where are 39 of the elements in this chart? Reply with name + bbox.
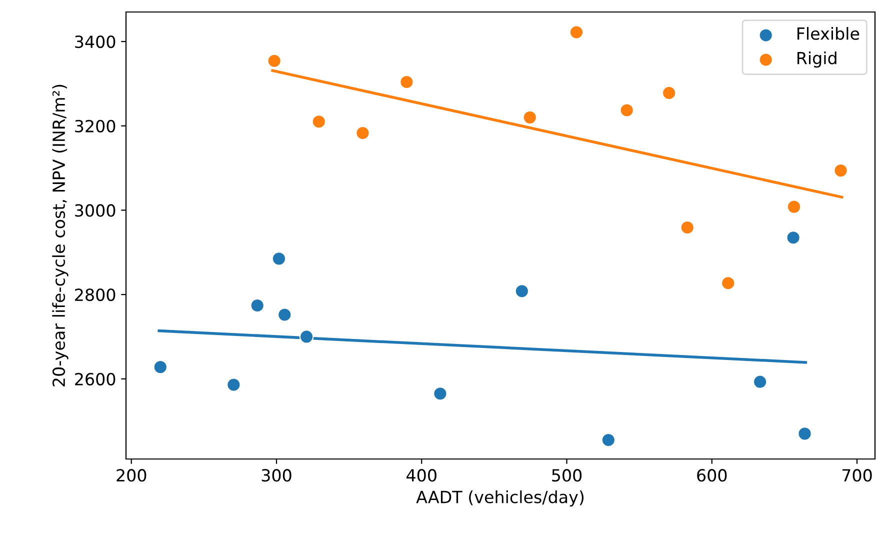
point — [277, 308, 292, 322]
point — [250, 298, 264, 313]
point — [522, 110, 538, 125]
point — [569, 25, 584, 40]
point — [601, 432, 616, 448]
point — [798, 426, 812, 441]
x-tick-label: 700 — [842, 469, 872, 482]
point — [662, 86, 676, 100]
legend-label: Rigid — [797, 51, 836, 68]
point — [356, 126, 370, 140]
y-tick-label: 3400 — [75, 35, 116, 48]
point — [786, 200, 802, 214]
x-tick-label: 300 — [262, 469, 292, 482]
point — [299, 330, 314, 344]
point — [267, 54, 282, 68]
point — [514, 284, 530, 298]
point — [834, 163, 848, 178]
point — [786, 230, 800, 245]
point — [226, 378, 241, 392]
point — [680, 220, 694, 235]
point — [752, 374, 768, 389]
y-tick-label: 3000 — [75, 204, 116, 217]
x-tick-label: 600 — [697, 469, 727, 482]
y-tick-label: 2800 — [75, 288, 116, 302]
x-axis-title: AADT (vehicles/day) — [416, 490, 584, 507]
point — [720, 276, 736, 290]
point — [620, 103, 634, 118]
x-tick-label: 200 — [116, 469, 146, 482]
x-tick-label: 400 — [406, 469, 436, 482]
point — [400, 74, 414, 90]
y-tick-label: 3200 — [75, 120, 116, 132]
y-tick-label: 2600 — [75, 372, 116, 386]
x-tick-label: 500 — [552, 469, 582, 482]
point — [312, 114, 326, 129]
y-axis-title: 20-year life-cycle cost, NPV (INR/m²) — [52, 84, 68, 386]
legend-label: Flexible — [797, 27, 860, 40]
point — [153, 360, 168, 374]
point — [272, 252, 286, 266]
point — [433, 386, 448, 401]
